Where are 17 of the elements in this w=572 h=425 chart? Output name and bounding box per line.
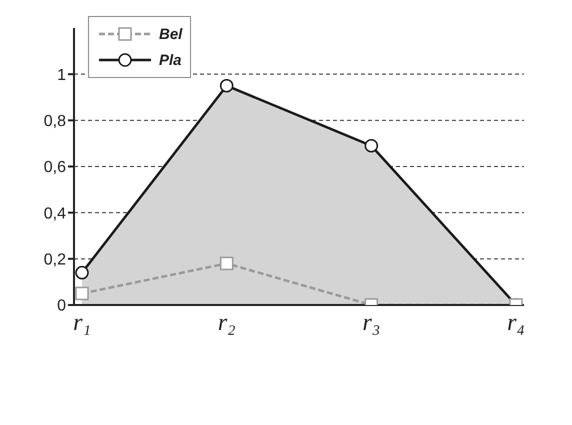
y-tick-label: 0,6 [44,159,66,176]
point [220,78,234,92]
x-tick-label: r₄ [507,310,525,336]
y-tick-label: 0,8 [44,113,66,130]
legend-label: Bel [159,26,182,42]
legend-label: Pla [159,52,182,68]
y-tick-label: 1 [57,66,66,84]
y-tick-label: 0 [57,298,66,315]
point [75,266,89,280]
x-tick-label: r₁ [73,310,91,336]
point [75,286,89,300]
x-tick-label: r₂ [218,310,236,336]
point [364,138,378,152]
x-tick-label: r₃ [362,310,380,336]
y-tick-label: 0,2 [44,252,66,269]
point [220,256,234,270]
y-tick-label: 0,4 [44,205,66,222]
